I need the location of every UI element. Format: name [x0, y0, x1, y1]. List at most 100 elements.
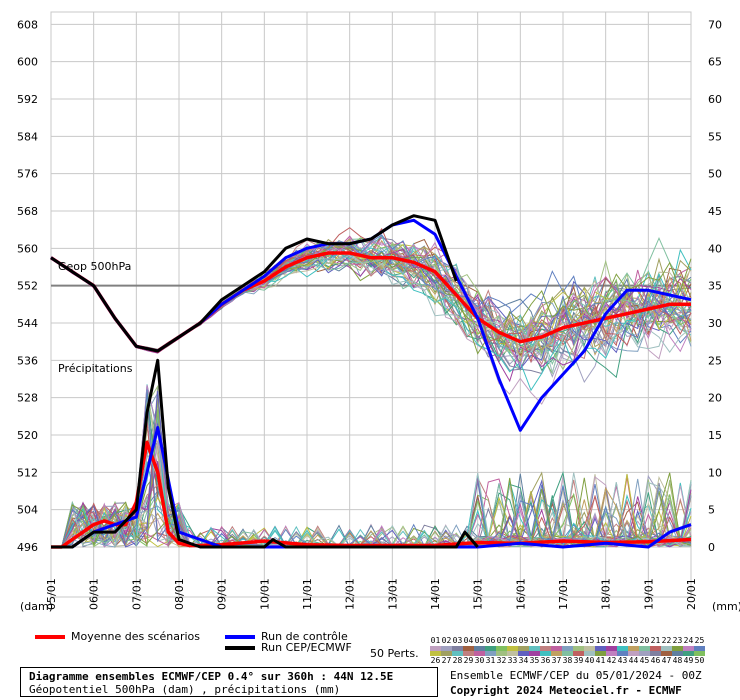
member-legend-cell: 48	[672, 656, 683, 665]
member-color-legend: 01 02 03 04 05 06 07 08 09 10 11 12 13 14 15 16 17 18 19 20…	[430, 636, 710, 666]
y-tick-label-right: 55	[708, 130, 722, 143]
chart-subtitle: Géopotentiel 500hPa (dam) , précipitatio…	[29, 683, 341, 696]
x-tick-label: 11/01	[301, 578, 314, 610]
member-legend-cell: 43	[617, 656, 628, 665]
member-legend-swatch	[573, 646, 584, 651]
member-legend-cell: 15	[584, 636, 595, 645]
member-legend-cell: 36	[540, 656, 551, 665]
y-tick-label-right: 10	[708, 466, 722, 479]
legend-oper-label: Run CEP/ECMWF	[261, 641, 352, 654]
member-legend-cell: 04	[463, 636, 474, 645]
member-legend-swatch	[595, 651, 606, 656]
member-legend-swatch	[551, 651, 562, 656]
legend-control-label: Run de contrôle	[261, 630, 348, 643]
member-legend-swatch	[507, 651, 518, 656]
member-legend-cell: 41	[595, 656, 606, 665]
series-precip-run-cep-ecmwf	[51, 358, 479, 549]
member-legend-cell: 23	[672, 636, 683, 645]
member-legend-cell: 11	[540, 636, 551, 645]
member-legend-swatch	[694, 651, 705, 656]
member-legend-swatch	[639, 651, 650, 656]
member-legend-swatch	[430, 646, 441, 651]
member-legend-cell: 44	[628, 656, 639, 665]
x-tick-label: 10/01	[258, 578, 271, 610]
member-legend-cell: 33	[507, 656, 518, 665]
legend-control: Run de contrôle	[225, 630, 348, 643]
member-legend-swatch	[474, 651, 485, 656]
member-legend-swatch	[452, 646, 463, 651]
y-tick-label-left: 536	[17, 354, 38, 367]
member-legend-swatch	[672, 646, 683, 651]
member-legend-swatch	[562, 651, 573, 656]
x-tick-label: 12/01	[344, 578, 357, 610]
y-tick-label-right: 40	[708, 242, 722, 255]
y-tick-label-right: 5	[708, 504, 715, 517]
member-legend-swatch	[661, 646, 672, 651]
member-legend-cell: 18	[617, 636, 628, 645]
x-tick-label: 07/01	[130, 578, 143, 610]
x-tick-label: 20/01	[685, 578, 698, 610]
legend-perts-label: 50 Perts.	[370, 647, 419, 660]
y-tick-label-left: 608	[17, 18, 38, 31]
member-legend-swatch	[584, 651, 595, 656]
y-tick-label-right: 0	[708, 541, 715, 554]
series-geop-run-cep-ecmwf	[50, 214, 458, 353]
y-tick-label-left: 496	[17, 541, 38, 554]
member-legend-cell: 47	[661, 656, 672, 665]
member-legend-swatch	[529, 651, 540, 656]
legend-mean-swatch	[35, 635, 65, 639]
x-tick-label: 16/01	[514, 578, 527, 610]
chart-title: Diagramme ensembles ECMWF/CEP 0.4° sur 3…	[29, 670, 394, 683]
member-legend-cell: 49	[683, 656, 694, 665]
ensemble-member-precip	[51, 421, 692, 548]
member-legend-cell: 07	[496, 636, 507, 645]
member-legend-swatch	[540, 646, 551, 651]
member-legend-swatch	[463, 646, 474, 651]
member-legend-cell: 35	[529, 656, 540, 665]
y-tick-label-right: 60	[708, 93, 722, 106]
member-legend-swatch	[518, 651, 529, 656]
member-legend-cell: 16	[595, 636, 606, 645]
member-legend-swatch	[595, 646, 606, 651]
y-tick-label-right: 65	[708, 56, 722, 69]
member-legend-cell: 02	[441, 636, 452, 645]
member-legend-cell: 46	[650, 656, 661, 665]
x-tick-label: 08/01	[173, 578, 186, 610]
legend-mean: Moyenne des scénarios	[35, 630, 200, 643]
y-tick-label-left: 504	[17, 504, 38, 517]
member-legend-swatch	[661, 651, 672, 656]
member-legend-swatch	[584, 646, 595, 651]
member-legend-swatch	[650, 651, 661, 656]
member-legend-swatch	[628, 651, 639, 656]
y-tick-label-right: 20	[708, 392, 722, 405]
member-legend-cell: 27	[441, 656, 452, 665]
member-legend-cell: 10	[529, 636, 540, 645]
member-legend-swatch	[573, 651, 584, 656]
member-legend-cell: 24	[683, 636, 694, 645]
member-legend-swatch	[551, 646, 562, 651]
member-legend-swatch	[474, 646, 485, 651]
member-legend-swatch	[606, 651, 617, 656]
y-tick-label-left: 560	[17, 242, 38, 255]
x-tick-label: 13/01	[386, 578, 399, 610]
member-legend-swatch	[441, 646, 452, 651]
y-tick-label-left: 592	[17, 93, 38, 106]
member-legend-cell: 31	[485, 656, 496, 665]
member-legend-cell: 13	[562, 636, 573, 645]
member-legend-cell: 40	[584, 656, 595, 665]
member-legend-swatch	[441, 651, 452, 656]
main-series	[50, 214, 692, 549]
x-tick-label: 06/01	[88, 578, 101, 610]
member-legend-cell: 14	[573, 636, 584, 645]
member-legend-cell: 05	[474, 636, 485, 645]
member-legend-cell: 39	[573, 656, 584, 665]
y-tick-label-right: 50	[708, 168, 722, 181]
y-tick-label-left: 600	[17, 56, 38, 69]
member-legend-swatch	[485, 646, 496, 651]
member-legend-swatch	[617, 651, 628, 656]
x-tick-label: 19/01	[642, 578, 655, 610]
member-legend-cell: 19	[628, 636, 639, 645]
member-legend-swatch	[650, 646, 661, 651]
member-legend-swatch	[518, 646, 529, 651]
